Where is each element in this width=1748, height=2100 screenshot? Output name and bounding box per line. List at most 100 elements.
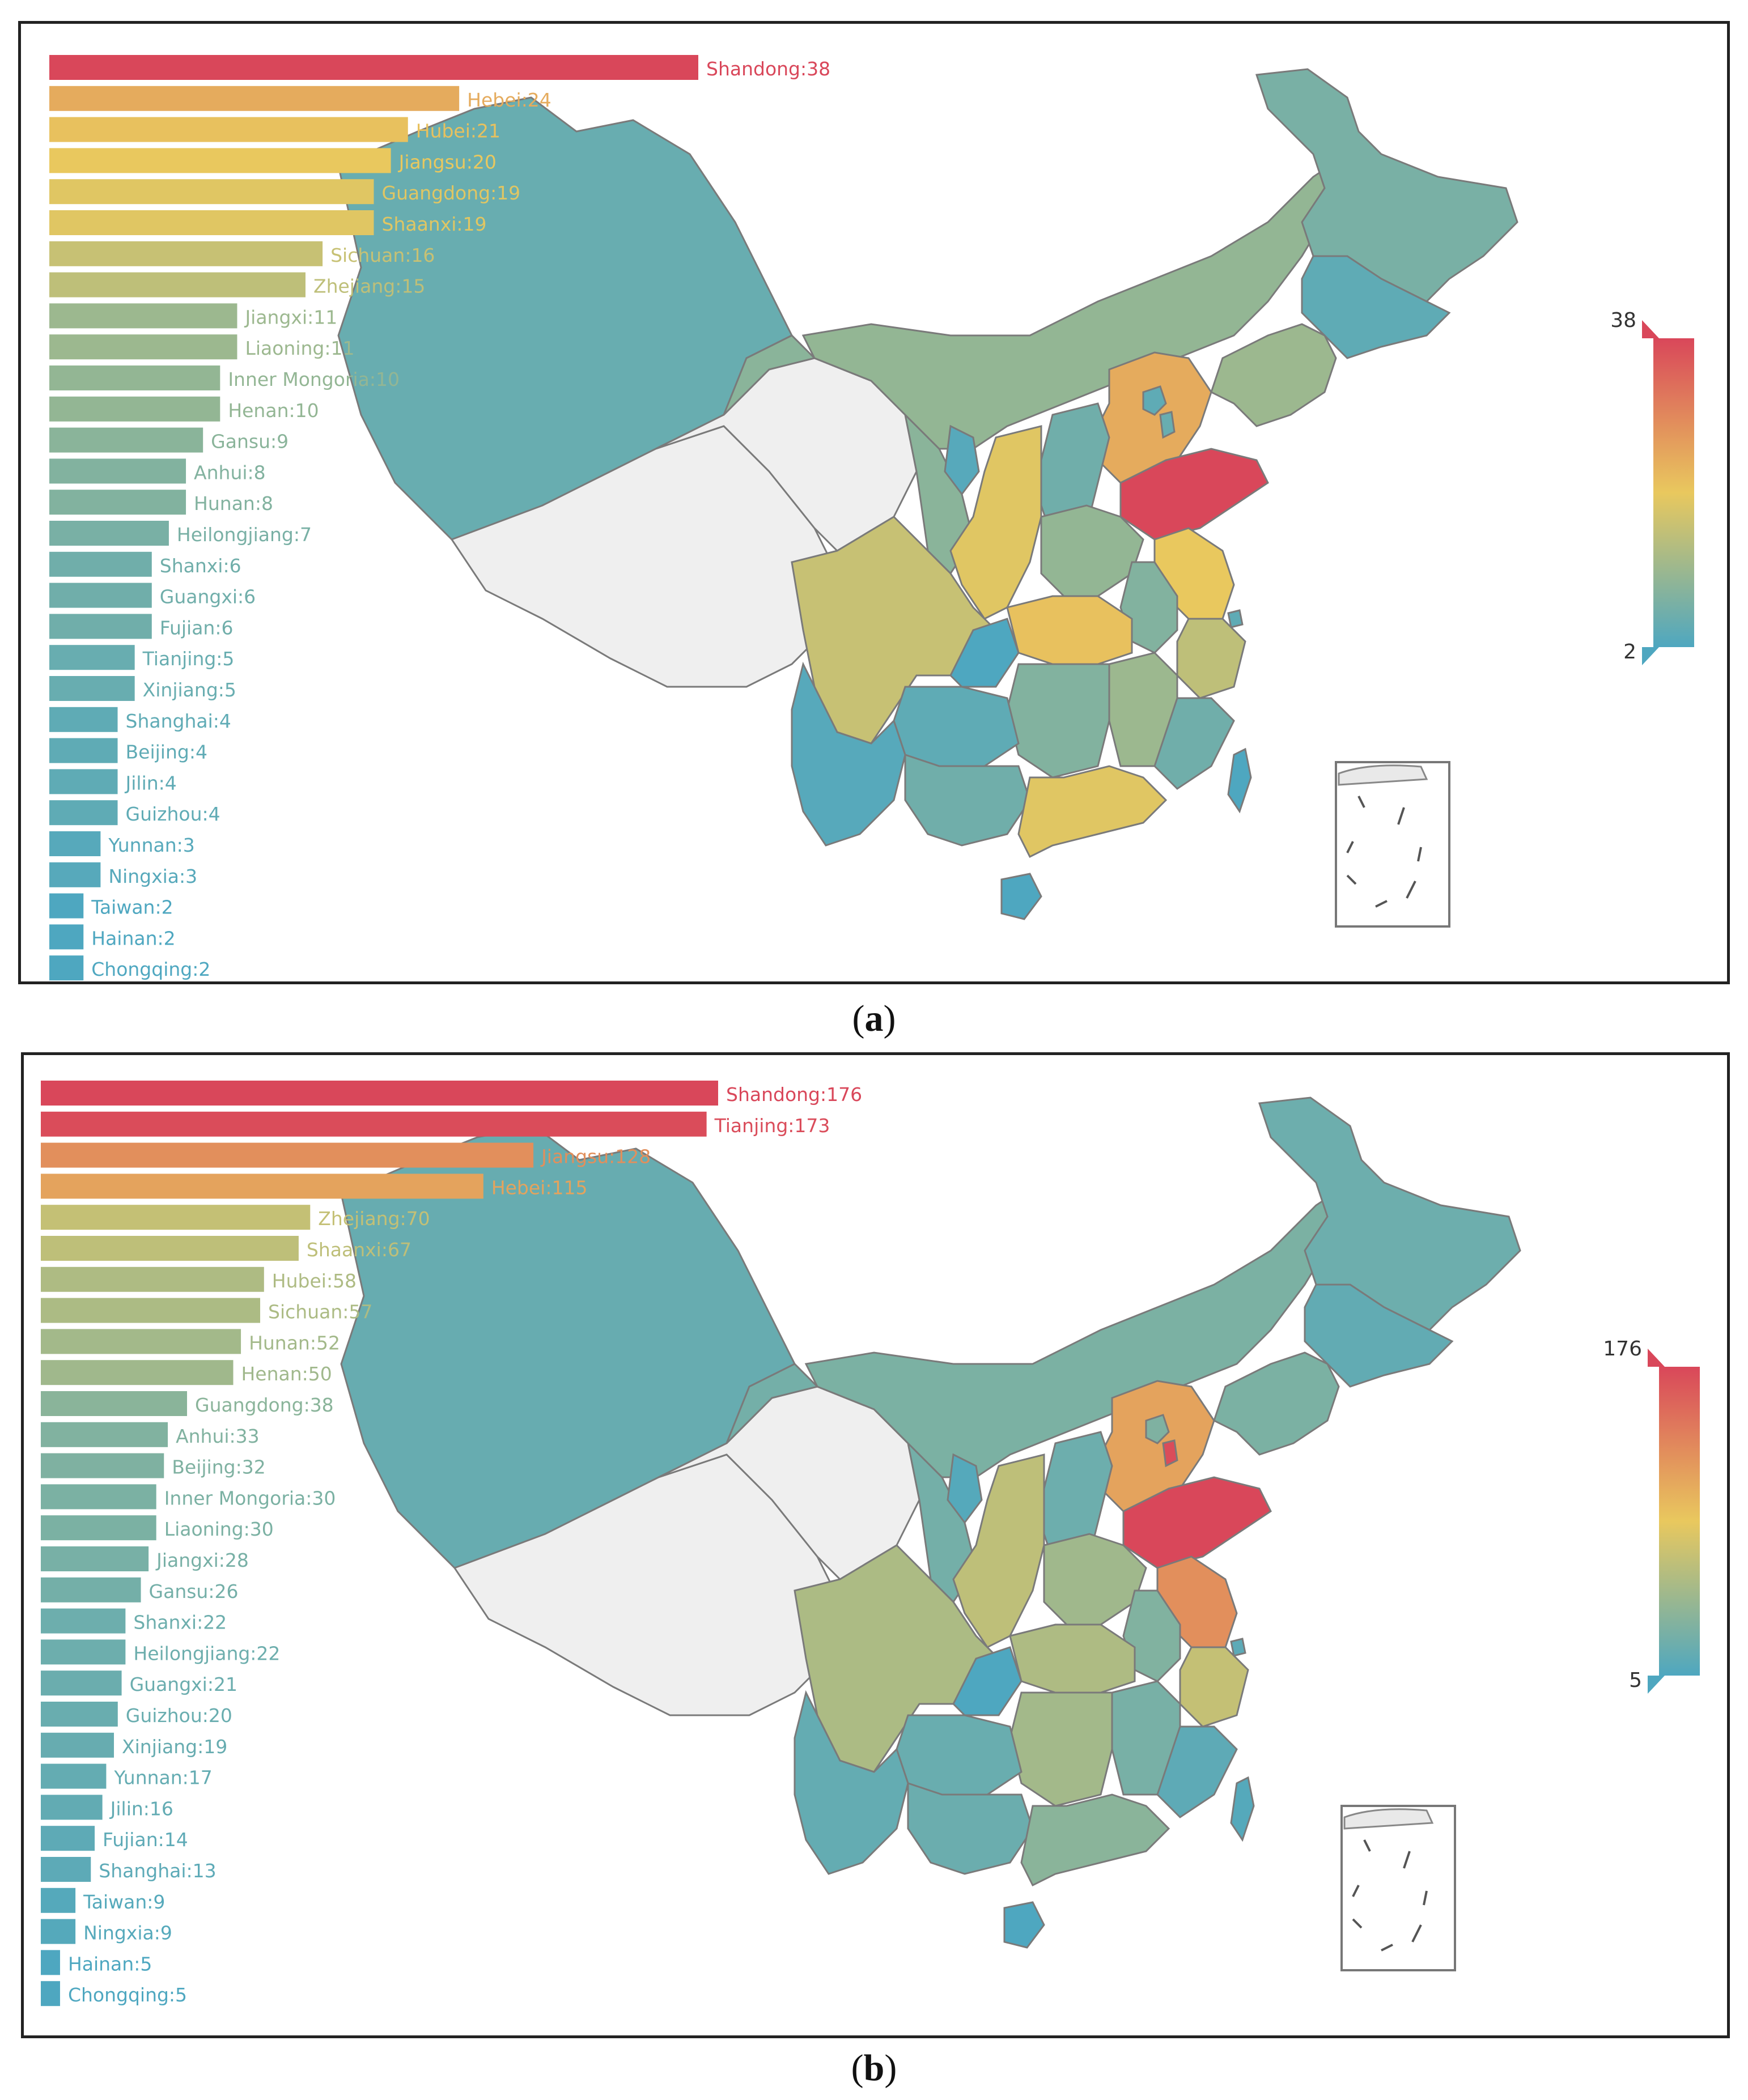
bar-data-label: Guizhou:20 <box>126 1704 232 1727</box>
bar-jilin <box>49 769 118 794</box>
bar-data-label: Taiwan:2 <box>91 896 173 919</box>
south-china-sea-inset <box>1335 761 1450 928</box>
bar-data-label: Yunnan:17 <box>113 1767 212 1789</box>
province-tianjing <box>1162 1439 1178 1468</box>
province-guangdong <box>1017 765 1168 858</box>
inset-boundary-dash <box>1346 874 1357 885</box>
bar-data-label: Jiangsu:128 <box>540 1146 651 1168</box>
bar-guizhou <box>41 1702 118 1727</box>
bar-gansu <box>49 427 203 453</box>
inset-boundary-dash <box>1352 1885 1360 1897</box>
bar-data-label: Tianjing:173 <box>714 1115 830 1137</box>
bar-data-label: Zhejiang:15 <box>313 275 425 297</box>
bar-ningxia <box>41 1919 76 1944</box>
bar-data-label: Guangxi:21 <box>130 1673 237 1695</box>
bar-data-label: Shanxi:22 <box>133 1612 227 1634</box>
bar-taiwan <box>49 893 84 919</box>
bar-shaanxi <box>41 1236 299 1261</box>
bar-shanxi <box>49 551 152 577</box>
bar-shanxi <box>41 1608 126 1634</box>
province-yunnan <box>791 661 906 847</box>
bar-sichuan <box>49 241 323 266</box>
bar-data-label: Heilongjiang:7 <box>177 524 312 546</box>
bar-data-label: Anhui:8 <box>194 461 266 483</box>
province-guangxi <box>907 1782 1034 1875</box>
scale-min-handle[interactable] <box>1642 647 1659 665</box>
inset-boundary-dash <box>1352 1918 1363 1929</box>
province-shaanxi <box>952 1453 1045 1648</box>
bar-data-label: Guangdong:38 <box>195 1394 334 1416</box>
province-guizhou <box>893 686 1020 767</box>
bar-data-label: Sichuan:16 <box>330 244 435 266</box>
bar-ningxia <box>49 862 101 887</box>
bar-gansu <box>41 1577 141 1602</box>
bar-xinjiang <box>41 1732 114 1758</box>
bar-liaoning <box>41 1515 156 1541</box>
province-liaoning <box>1213 1351 1340 1456</box>
bar-liaoning <box>49 334 237 360</box>
inset-boundary-dash <box>1363 1839 1371 1852</box>
inset-landmass <box>1343 1808 1434 1830</box>
bar-tianjing <box>49 645 135 670</box>
bar-sichuan <box>41 1298 261 1323</box>
province-beijing <box>1145 1414 1170 1444</box>
bar-shandong <box>49 55 698 80</box>
bar-data-label: Guangdong:19 <box>382 182 521 204</box>
china-map <box>337 68 1518 920</box>
bar-heilongjiang <box>41 1639 126 1665</box>
bar-data-label: Beijing:4 <box>126 741 207 763</box>
bar-beijing <box>41 1453 164 1478</box>
province-hunan <box>1006 663 1110 779</box>
bar-chongqing <box>41 1981 60 2007</box>
scale-max-handle[interactable] <box>1648 1349 1665 1367</box>
bar-data-label: Guangxi:6 <box>160 586 256 608</box>
scale-min-label: 2 <box>1623 640 1636 664</box>
bar-hebei <box>49 86 460 111</box>
province-chongqing <box>952 1646 1023 1716</box>
bar-shandong <box>41 1081 718 1106</box>
bar-data-label: Gansu:9 <box>211 431 288 453</box>
color-scale: 38 2 <box>1610 309 1694 665</box>
bar-chongqing <box>49 955 84 981</box>
bar-anhui <box>49 458 186 484</box>
scale-min-label: 5 <box>1629 1669 1642 1692</box>
province-guizhou <box>896 1714 1023 1796</box>
bar-jiangsu <box>49 148 391 173</box>
bar-data-label: Xinjiang:5 <box>143 679 236 701</box>
province-beijing <box>1142 385 1167 416</box>
bar-data-label: Xinjiang:19 <box>122 1736 227 1758</box>
bar-data-label: Shanxi:6 <box>160 555 241 577</box>
bar-data-label: Inner Mongoria:30 <box>164 1487 336 1509</box>
province-jilin <box>1304 1283 1454 1388</box>
scale-min-handle[interactable] <box>1648 1676 1665 1694</box>
province-shandong <box>1119 448 1269 541</box>
color-scale-bar <box>1653 338 1694 647</box>
bar-data-label: Shaanxi:19 <box>382 213 487 235</box>
inset-boundary-dash <box>1406 881 1416 899</box>
bar-xinjiang <box>49 676 135 701</box>
scale-max-handle[interactable] <box>1642 320 1659 338</box>
province-zhejiang <box>1176 618 1246 699</box>
bar-hubei <box>49 117 408 142</box>
bar-taiwan <box>41 1888 76 1913</box>
china-map <box>340 1096 1521 1949</box>
province-hainan <box>1003 1901 1045 1949</box>
province-shandong <box>1122 1476 1272 1569</box>
province-hubei <box>1009 1623 1136 1694</box>
bar-data-label: Shaanxi:67 <box>307 1239 411 1261</box>
bar-data-label: Henan:10 <box>228 399 319 422</box>
caption-a-letter: a <box>864 998 884 1039</box>
bar-shanghai <box>49 707 118 732</box>
scale-max-label: 38 <box>1610 309 1636 332</box>
bar-guizhou <box>49 800 118 826</box>
bar-data-label: Anhui:33 <box>176 1425 260 1447</box>
bar-hunan <box>41 1329 241 1354</box>
inset-frame <box>1335 761 1450 928</box>
province-yunnan <box>794 1690 909 1875</box>
bar-zhejiang <box>41 1205 311 1230</box>
chart-a-svg: Shandong:38 Hebei:24 Hubei:21 Jiangsu:20 Gua… <box>49 55 1694 981</box>
inset-boundary-dash <box>1423 1890 1428 1906</box>
bar-data-label: Hebei:115 <box>491 1176 588 1198</box>
bar-data-label: Ningxia:3 <box>108 865 197 887</box>
inset-boundary-dash <box>1375 900 1388 908</box>
